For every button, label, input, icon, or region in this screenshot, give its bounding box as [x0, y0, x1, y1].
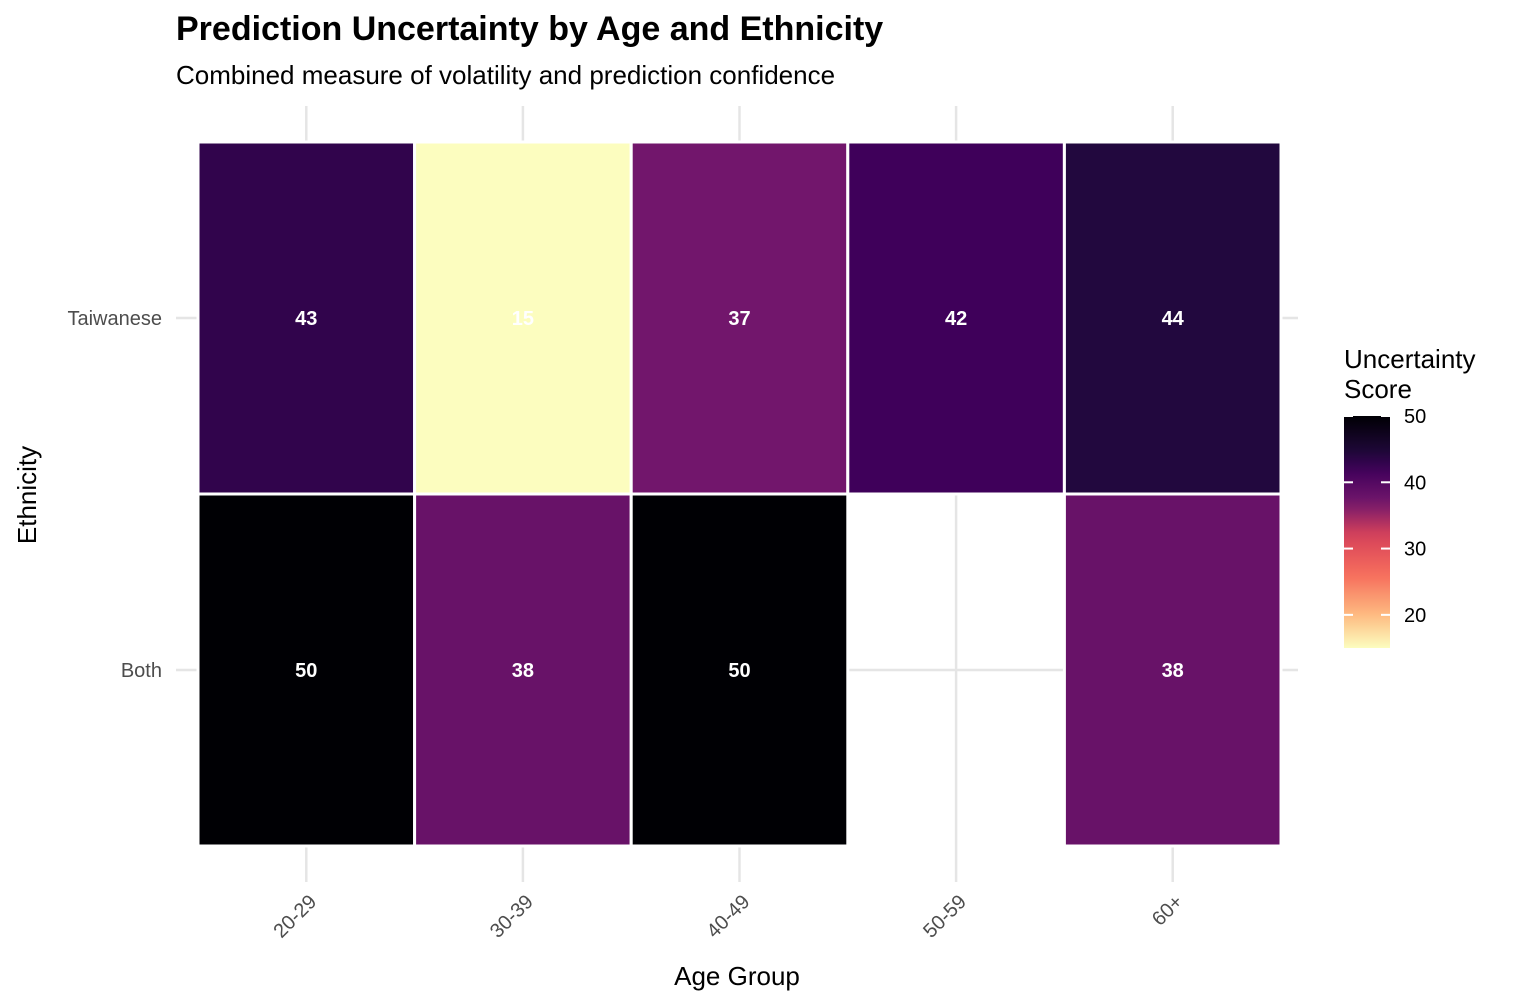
x-tick-label: 30-39 — [486, 891, 538, 943]
legend-tick-label: 50 — [1404, 406, 1426, 428]
heatmap-cell — [1062, 140, 1283, 496]
heatmap-cell — [629, 492, 850, 848]
x-axis-title: Age Group — [674, 961, 800, 991]
heatmap-cell — [196, 140, 417, 496]
heatmap-cell — [1062, 492, 1283, 848]
legend-title: Uncertainty — [1344, 344, 1476, 374]
cell-value-label: 50 — [728, 660, 750, 682]
cell-value-label: 44 — [1162, 308, 1185, 330]
cell-value-label: 37 — [728, 308, 750, 330]
legend-tick-label: 30 — [1404, 539, 1426, 561]
heatmap-cell — [629, 140, 850, 496]
cell-value-label: 43 — [295, 308, 317, 330]
heatmap-cell — [413, 492, 633, 848]
chart-title: Prediction Uncertainty by Age and Ethnic… — [176, 10, 884, 48]
y-axis-title: Ethnicity — [12, 446, 42, 544]
heatmap-cell — [413, 140, 633, 496]
heatmap-cell — [846, 140, 1066, 496]
y-tick-label: Both — [121, 660, 162, 682]
x-tick-label: 50-59 — [919, 891, 971, 943]
cell-value-label: 38 — [512, 660, 534, 682]
cell-value-label: 42 — [945, 308, 967, 330]
legend-colorbar — [1344, 416, 1390, 648]
x-tick-label: 60+ — [1148, 891, 1188, 931]
cell-labels: 43 15 37 42 44 50 38 50 38 — [295, 308, 1185, 682]
cell-value-label: 38 — [1162, 660, 1184, 682]
cell-value-label: 15 — [512, 308, 534, 330]
x-tick-label: 20-29 — [269, 891, 321, 943]
chart-subtitle: Combined measure of volatility and predi… — [176, 60, 836, 90]
x-tick-label: 40-49 — [703, 891, 755, 943]
legend-title: Score — [1344, 374, 1412, 404]
legend-tick-label: 20 — [1404, 605, 1426, 627]
heatmap-cell — [196, 492, 417, 848]
legend-tick-label: 40 — [1404, 472, 1426, 494]
heatmap-cells — [196, 140, 1283, 848]
cell-value-label: 50 — [295, 660, 317, 682]
y-tick-label: Taiwanese — [67, 308, 162, 330]
